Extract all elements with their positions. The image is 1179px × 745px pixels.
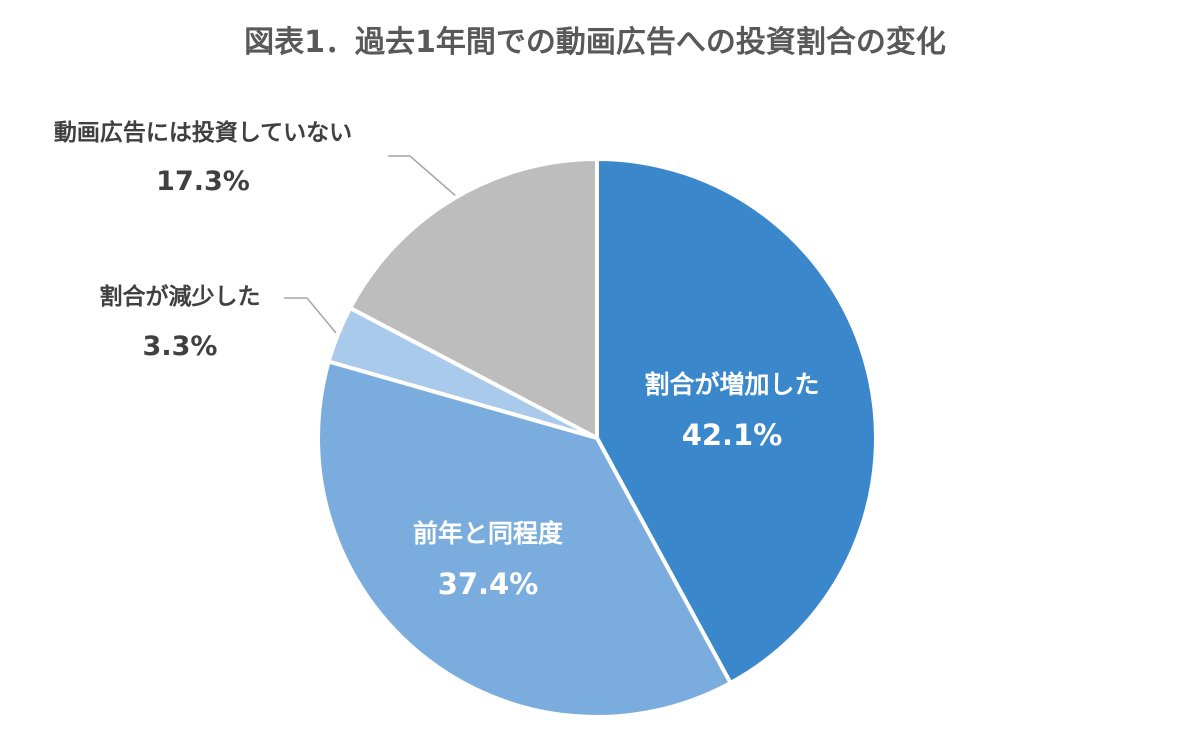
chart-title: 図表1．過去1年間での動画広告への投資割合の変化 xyxy=(244,25,946,60)
slice-category-label-1: 割合が増加した xyxy=(644,370,819,399)
slice-category-label-3: 割合が減少した xyxy=(100,283,261,310)
slice-value-label-1: 42.1% xyxy=(682,418,783,452)
pie-slice-4 xyxy=(348,157,599,440)
pie-slices xyxy=(316,157,878,719)
leader-line-3 xyxy=(284,297,337,334)
leader-lines xyxy=(284,155,458,334)
pie-slice-1 xyxy=(595,157,878,685)
pie-slice-2 xyxy=(316,359,733,719)
leader-line-4 xyxy=(388,155,458,198)
slice-value-label-2: 37.4% xyxy=(438,567,539,601)
slice-category-label-2: 前年と同程度 xyxy=(413,519,563,548)
slice-labels: 割合が増加した 42.1% 前年と同程度 37.4% 割合が減少した 3.3% 動画広告には… xyxy=(54,119,820,601)
slice-value-label-3: 3.3% xyxy=(143,331,218,362)
slice-value-label-4: 17.3% xyxy=(156,166,250,197)
slice-category-label-4: 動画広告には投資していない xyxy=(54,119,352,146)
